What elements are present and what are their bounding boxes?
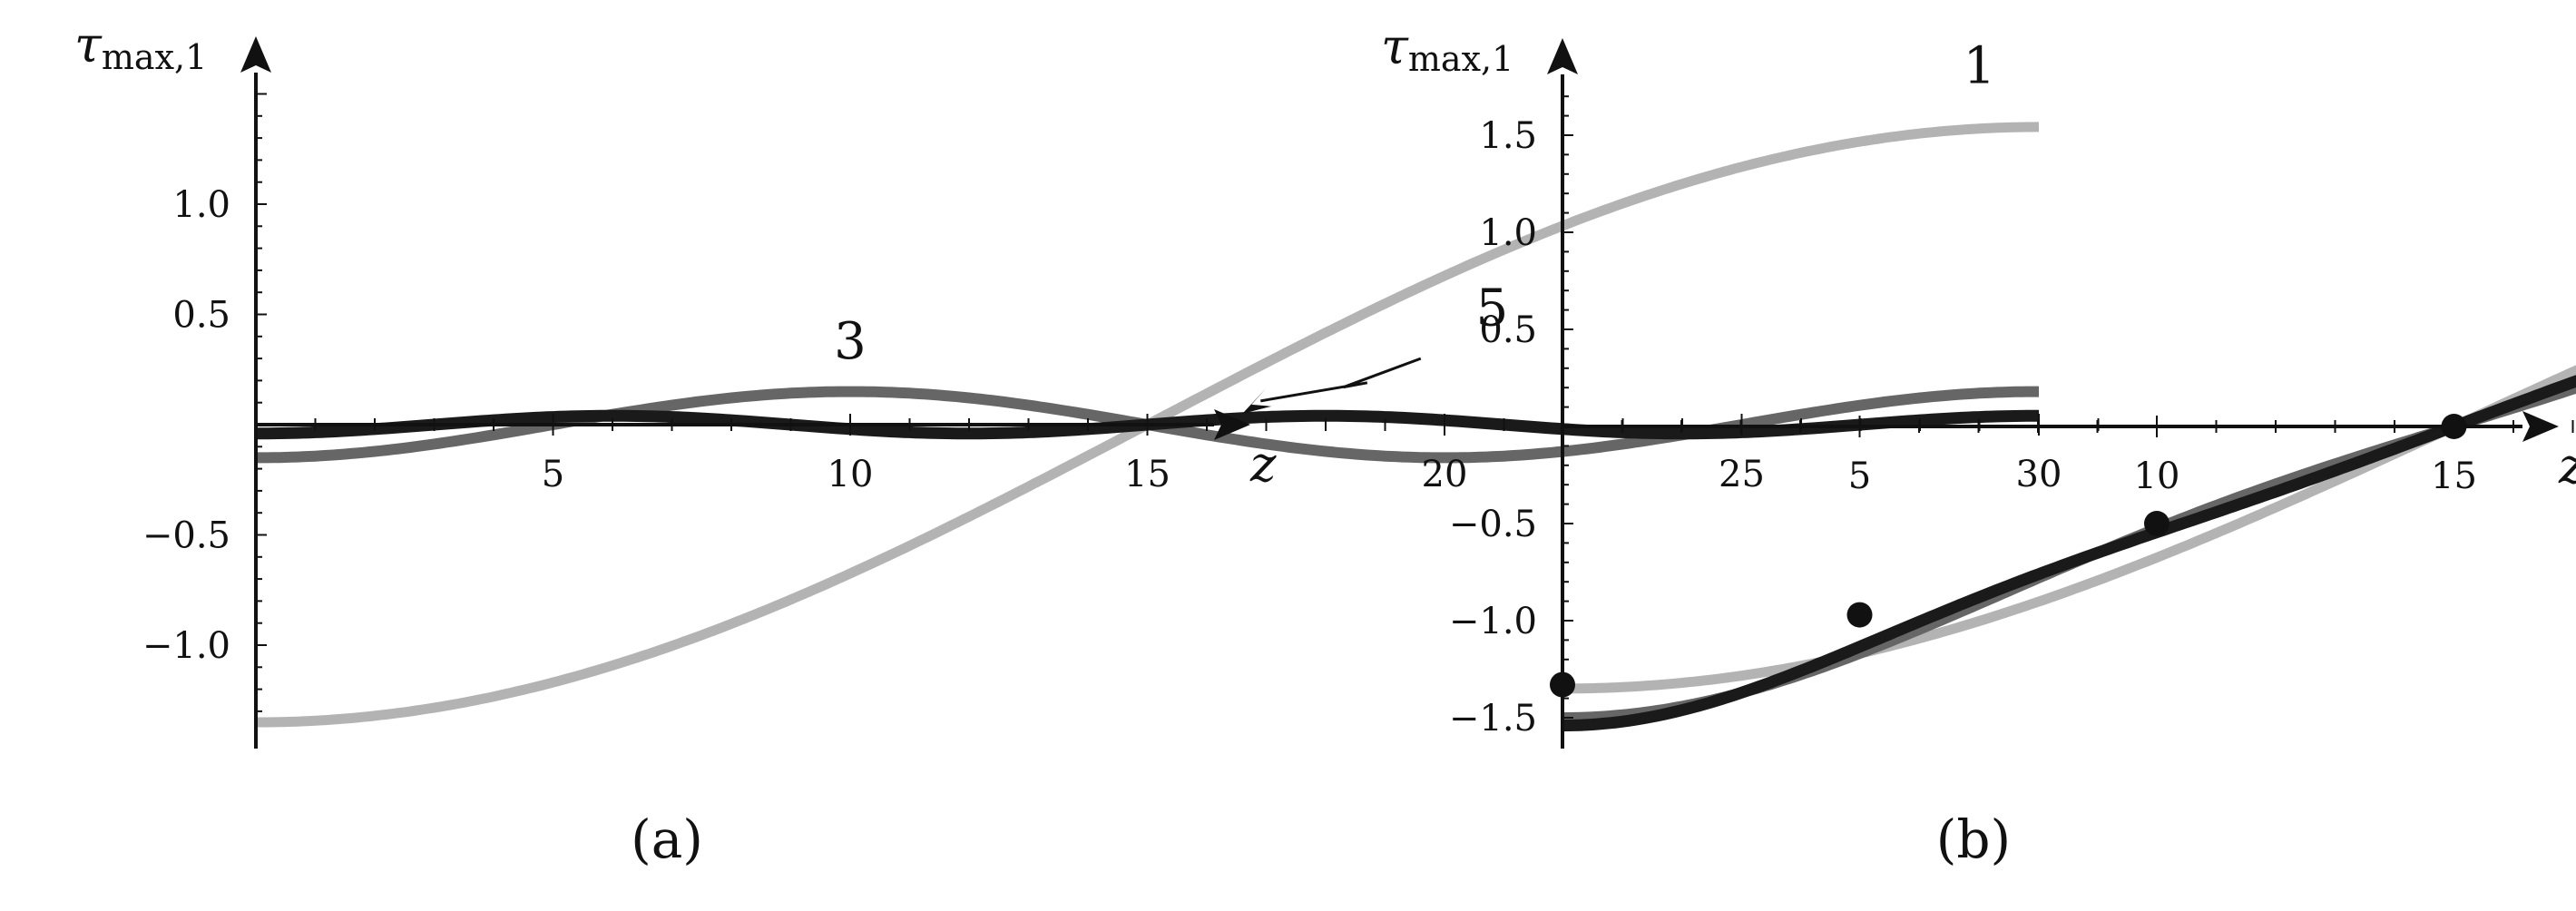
curve-label-3: 3 — [834, 312, 867, 371]
data-point — [2144, 511, 2170, 536]
panel-label: (a) — [631, 808, 703, 870]
y-axis-label-main: τ — [1381, 18, 1409, 75]
y-tick-label: 0.5 — [172, 295, 230, 337]
y-tick-label: −0.5 — [142, 515, 230, 557]
y-axis-label-main: τ — [74, 16, 103, 73]
y-tick-label: 0.5 — [1479, 309, 1537, 351]
x-axis-label: z — [2558, 437, 2576, 495]
y-axis-arrow — [1547, 38, 1578, 74]
y-axis-label-subscript: max,1 — [102, 37, 207, 77]
y-axis-label-subscript: max,1 — [1408, 39, 1513, 79]
y-axis-label: τmax,1 — [1381, 18, 1513, 79]
data-point — [1846, 602, 1873, 628]
y-tick-label: −1.0 — [1449, 601, 1537, 642]
curve-label-5-arrow — [1260, 357, 1422, 403]
x-tick-label: 30 — [2016, 454, 2062, 495]
y-tick-label: −1.0 — [142, 625, 230, 667]
y-tick-label: 1.0 — [1479, 212, 1537, 254]
panel-label: (b) — [1936, 808, 2011, 870]
x-tick-label: 5 — [542, 454, 564, 495]
x-axis-arrow — [2522, 411, 2559, 442]
y-tick-label: −0.5 — [1449, 504, 1537, 545]
x-tick-label: 5 — [1848, 456, 1871, 497]
x-tick-label: 25 — [1719, 454, 1765, 495]
curve-label-5: 5 — [1476, 279, 1509, 338]
x-axis-arrow — [1214, 409, 1250, 440]
y-axis-label: τmax,1 — [74, 16, 207, 77]
y-tick-label: 1.0 — [172, 184, 230, 226]
curve-label-1: 1 — [1964, 36, 1996, 95]
y-tick-label: −1.5 — [1449, 698, 1537, 740]
x-tick-label: 10 — [828, 454, 874, 495]
x-tick-label: 20 — [1422, 454, 1468, 495]
curve-label-5-arrowhead — [1242, 387, 1272, 414]
y-axis-arrow — [240, 36, 271, 73]
panel-b: 51015202530−1.5−1.0−0.50.51.01.5zτmax,1(… — [1381, 18, 2576, 870]
x-tick-label: 10 — [2134, 456, 2180, 497]
x-tick-label: 15 — [1124, 454, 1170, 495]
x-tick-label: 15 — [2431, 456, 2477, 497]
y-tick-label: 1.5 — [1479, 115, 1537, 157]
x-axis-label: z — [1249, 436, 1277, 493]
